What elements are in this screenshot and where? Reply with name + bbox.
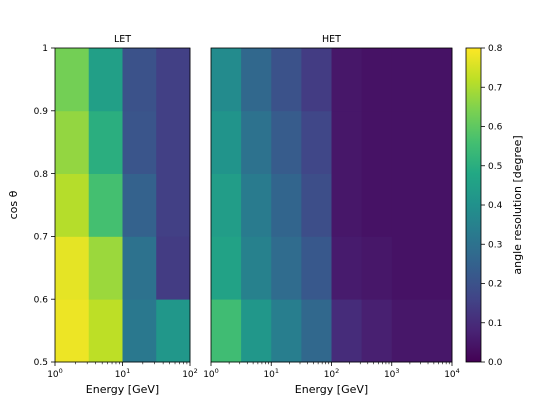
colorbar-tick-label: 0.5 [488,162,502,172]
x-tick-label: 101 [263,367,279,380]
heatmap-cell [241,110,272,174]
heatmap-cell [361,110,393,174]
heatmap-cell [361,299,393,363]
heatmap-cell [361,173,393,237]
heatmap-cell [88,110,123,174]
heatmap-cell [301,236,332,300]
colorbar-tick-label: 0.1 [488,319,502,329]
y-tick-label: 0.5 [34,358,48,368]
heatmap-cell [156,299,191,363]
heatmap-cell [211,173,242,237]
heatmap-cell [211,110,242,174]
heatmap-cell [271,173,302,237]
heatmap-cell [88,236,123,300]
heatmap-cell [241,48,272,112]
heatmap-cell [241,236,272,300]
heatmap-cell [241,299,272,363]
heatmap-cell [55,110,90,174]
y-tick-label: 0.8 [34,170,49,180]
heatmap-cell [391,173,453,237]
x-tick-label: 100 [47,367,63,380]
heatmap-cell [391,236,453,300]
y-tick-label: 0.7 [34,233,48,243]
colorbar [465,47,482,363]
x-tick-label: 101 [115,367,131,380]
colorbar-tick-label: 0.8 [488,44,503,54]
heatmap-cell [391,110,453,174]
y-tick-label: 1 [42,44,48,54]
heatmap-cell [391,299,453,363]
heatmap-cell [211,299,242,363]
heatmap-cell [211,48,242,112]
heatmap-cell [301,48,332,112]
heatmap-cell [88,173,123,237]
x-tick-label: 102 [182,367,198,380]
panel-title: HET [322,34,341,45]
colorbar-tick-label: 0.7 [488,83,502,93]
heatmap-cell [391,48,453,112]
heatmap-cell [88,299,123,363]
heatmap-cell [331,110,363,174]
heatmap-cell [156,48,191,112]
heatmap-cell [156,173,191,237]
colorbar-tick-label: 0.4 [488,201,503,211]
heatmap-cell [122,110,157,174]
heatmap-cell [271,236,302,300]
heatmap-cell [122,173,157,237]
colorbar-label: angle resolution [degree] [511,135,524,274]
heatmap-cell [156,110,191,174]
panel-title: LET [114,34,131,45]
x-axis-label: Energy [GeV] [295,383,368,396]
heatmap-cell [301,173,332,237]
heatmap-cell [241,173,272,237]
y-tick-label: 0.9 [34,107,49,117]
colorbar-tick-label: 0.3 [488,240,502,250]
heatmap-cell [211,236,242,300]
heatmap-cell [271,48,302,112]
colorbar-tick-label: 0.6 [488,123,503,133]
x-tick-label: 104 [444,367,460,380]
heatmap-cell [271,110,302,174]
heatmap-cell [122,48,157,112]
x-tick-label: 103 [384,367,400,380]
heatmap-cell [301,299,332,363]
x-tick-label: 100 [203,367,219,380]
heatmap-cell [122,299,157,363]
heatmap-cell [331,48,363,112]
heatmap-cell [331,299,363,363]
x-tick-label: 102 [324,367,340,380]
heatmap-cell [331,173,363,237]
heatmap-cell [331,236,363,300]
heatmap-cell [156,236,191,300]
heatmap-cell [55,48,90,112]
heatmap-cell [271,299,302,363]
heatmap-cell [361,48,393,112]
heatmap-cell [55,236,90,300]
colorbar-tick-label: 0.0 [488,358,503,368]
colorbar-tick-label: 0.2 [488,280,502,290]
y-axis-label: cos θ [7,190,20,219]
heatmap-cell [122,236,157,300]
heatmap-cell [301,110,332,174]
heatmap-cell [55,299,90,363]
heatmap-cell [361,236,393,300]
heatmap-cell [88,48,123,112]
y-tick-label: 0.6 [34,295,49,305]
heatmap-cell [55,173,90,237]
x-axis-label: Energy [GeV] [86,383,159,396]
